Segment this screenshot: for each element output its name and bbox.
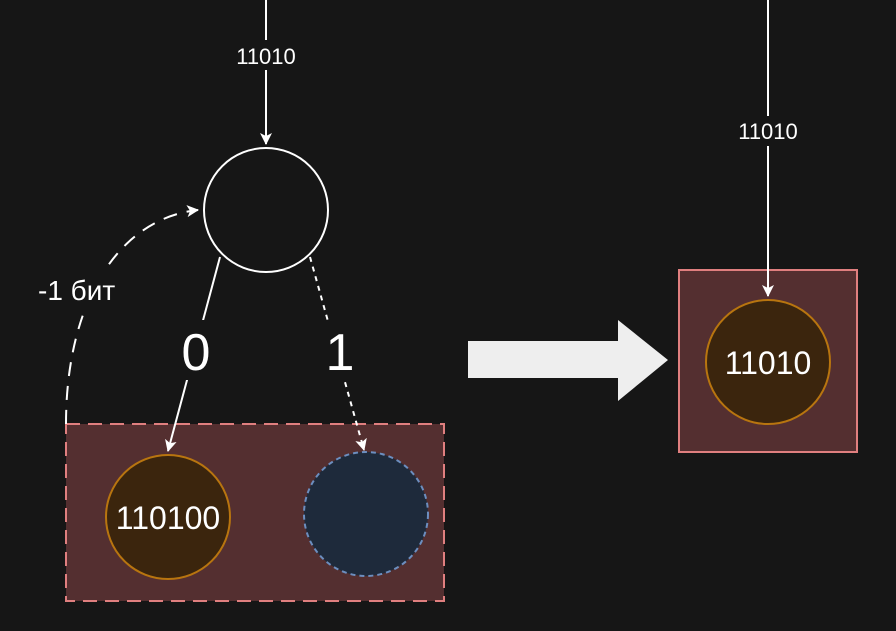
result-incoming-edge-label: 11010 [738, 119, 798, 144]
right-child-node [303, 451, 429, 577]
right-diagram: 11010 11010 [678, 0, 858, 453]
incoming-edge-label: 11010 [236, 44, 296, 69]
edge-zero-label: 0 [182, 324, 211, 382]
left-child-node [105, 454, 231, 580]
edge-one-label: 1 [326, 324, 355, 382]
parent-node [203, 147, 329, 273]
left-diagram: 11010 0 1 -1 бит 110100 [36, 0, 445, 602]
result-node [705, 299, 831, 425]
left-child-value: 110100 [116, 500, 220, 536]
transform-arrow-icon [468, 320, 668, 401]
backtrack-edge [65, 205, 199, 425]
backtrack-label: -1 бит [38, 275, 115, 306]
result-node-value: 11010 [725, 345, 812, 381]
